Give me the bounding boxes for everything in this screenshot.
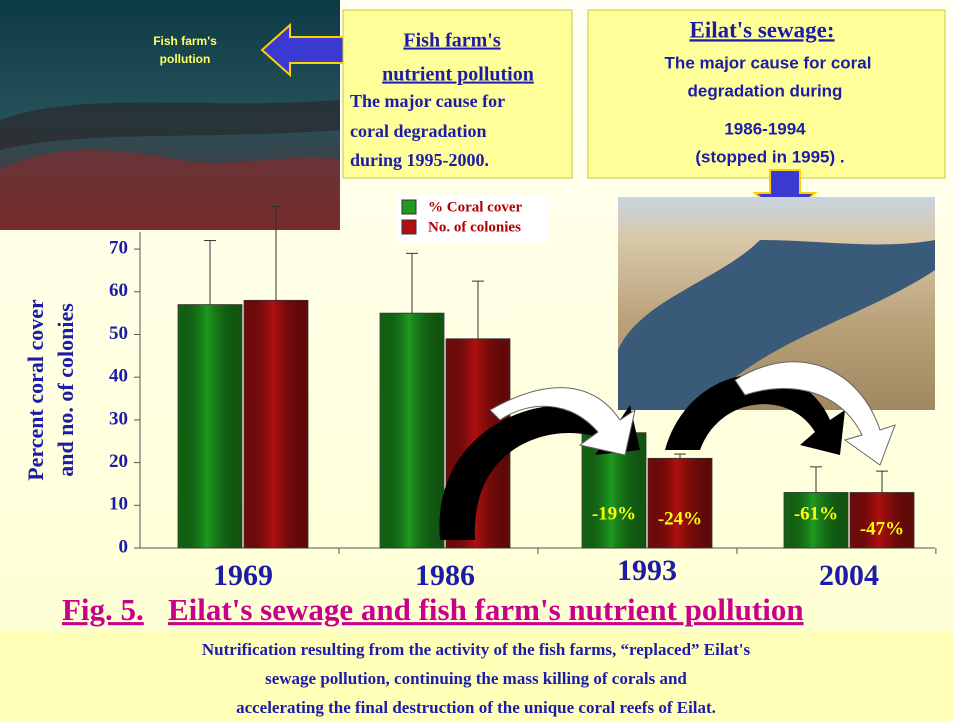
bar-shade — [849, 492, 915, 549]
bar-shade — [243, 299, 309, 549]
curved-arrow — [439, 405, 640, 540]
box-text: coral degradation — [350, 121, 487, 141]
legend-label: No. of colonies — [428, 219, 521, 235]
box-text: The major cause for — [350, 91, 505, 111]
text-box — [342, 9, 573, 179]
chart-overlay: -19% -24% -61% -47% % Coral cover No. of colo… — [204, 196, 904, 539]
y-tick-label: 30 — [109, 408, 128, 429]
reef-patch — [0, 150, 340, 230]
change-label: -61% — [794, 503, 838, 524]
y-tick-label: 0 — [119, 536, 129, 557]
paragraph: Nutrification resulting from the activit… — [202, 640, 751, 659]
bar-shade — [647, 457, 713, 549]
legend-swatch — [401, 219, 417, 235]
box-text: degradation during — [688, 81, 843, 100]
legend-box — [395, 196, 550, 242]
x-tick-label: 1986 — [415, 559, 475, 592]
box-text: 1986-1994 — [724, 119, 806, 138]
y-axis-label: and no. of colonies — [53, 303, 78, 477]
text-box — [587, 9, 946, 179]
change-label: -47% — [860, 518, 904, 539]
y-tick-label: 70 — [109, 237, 128, 258]
paragraph: sewage pollution, continuing the mass ki… — [265, 669, 687, 688]
photo-label: Fish farm's — [153, 34, 217, 48]
change-label: -19% — [592, 503, 636, 524]
y-tick-label: 40 — [109, 366, 128, 387]
bar-shade — [783, 492, 849, 549]
y-axis-label: Percent coral cover — [23, 299, 48, 481]
box-text: during 1995-2000. — [350, 150, 489, 170]
legend: % Coral cover No. of colonies — [395, 196, 550, 242]
legend-label: % Coral cover — [428, 199, 522, 215]
box-title: Eilat's sewage: — [689, 17, 834, 42]
reef-patch — [0, 100, 340, 150]
change-label: -24% — [658, 508, 702, 529]
x-tick-label: 1969 — [213, 559, 273, 592]
y-tick-label: 10 — [109, 494, 128, 515]
curved-arrow — [665, 374, 845, 455]
curved-arrow — [489, 387, 636, 456]
x-tick-label: 2004 — [819, 559, 879, 592]
curved-arrow — [734, 361, 896, 466]
y-tick-label: 50 — [109, 323, 128, 344]
x-tick-label: 1993 — [617, 554, 677, 587]
y-tick-label: 20 — [109, 451, 128, 472]
legend-swatch — [401, 199, 417, 215]
box-text: (stopped in 1995) . — [695, 147, 844, 166]
bar-shade — [379, 312, 445, 549]
box-title: nutrient pollution — [382, 64, 534, 86]
paragraph: accelerating the final destruction of th… — [236, 698, 716, 717]
fig-title: Eilat's sewage and fish farm's nutrient … — [168, 592, 804, 627]
caption-band — [0, 632, 953, 722]
photo-label: pollution — [160, 52, 211, 66]
y-tick-label: 60 — [109, 280, 128, 301]
bar-shade — [177, 304, 243, 549]
box-title: Fish farm's — [403, 30, 500, 52]
fig-number: Fig. 5. — [62, 592, 144, 627]
canal-water — [618, 240, 935, 410]
box-text: The major cause for coral — [665, 53, 872, 72]
